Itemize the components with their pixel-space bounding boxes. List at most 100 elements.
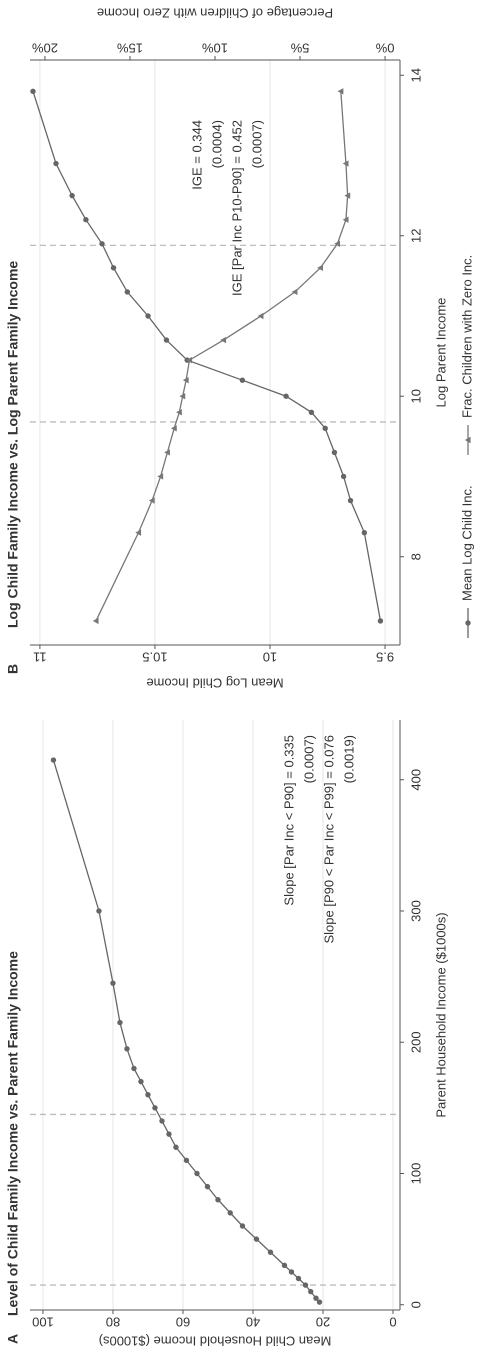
y-tick-label: 20 bbox=[316, 1315, 330, 1330]
circle-marker bbox=[145, 1092, 151, 1098]
triangle-marker bbox=[334, 240, 340, 247]
circle-marker bbox=[347, 497, 354, 504]
series-line bbox=[95, 91, 349, 622]
x-tick-label: 300 bbox=[408, 900, 423, 922]
y-tick-label: 60 bbox=[176, 1315, 190, 1330]
x-tick-label: 12 bbox=[408, 229, 423, 243]
circle-marker bbox=[239, 377, 246, 383]
triangle-marker bbox=[170, 425, 177, 432]
triangle-marker bbox=[317, 264, 323, 272]
circle-marker bbox=[124, 1046, 130, 1052]
y2-tick-label: 20% bbox=[32, 41, 58, 56]
circle-marker bbox=[361, 529, 368, 536]
annotation: IGE [Par Inc P10-P90] = 0.452 bbox=[229, 120, 244, 296]
y-tick-label: 11 bbox=[33, 650, 47, 665]
circle-marker bbox=[308, 409, 315, 415]
triangle-marker bbox=[220, 336, 227, 344]
triangle-marker bbox=[92, 617, 99, 625]
circle-marker bbox=[465, 620, 471, 626]
y2-axis-title: Percentage of Children with Zero Income bbox=[97, 6, 333, 21]
circle-marker bbox=[159, 1118, 165, 1124]
x-tick-label: 14 bbox=[408, 68, 423, 82]
y-axis-title: Mean Log Child Income bbox=[146, 676, 283, 691]
y-tick-label: 100 bbox=[32, 1315, 54, 1330]
circle-marker bbox=[96, 908, 102, 914]
annotation: (0.0019) bbox=[341, 735, 356, 783]
x-tick-label: 0 bbox=[408, 1301, 423, 1308]
circle-marker bbox=[204, 1183, 211, 1190]
circle-marker bbox=[308, 1288, 314, 1295]
circle-marker bbox=[152, 1105, 158, 1111]
triangle-marker bbox=[148, 497, 155, 504]
circle-marker bbox=[288, 1269, 295, 1275]
rotated-figure: 0 20 40 60 80 100 0 100 200 300 400 A Level of Child… bbox=[5, 6, 475, 1349]
annotation: Slope [P90 < Par Inc < P99] = 0.076 bbox=[321, 735, 336, 944]
circle-marker bbox=[281, 1262, 288, 1269]
circle-marker bbox=[313, 1295, 319, 1301]
annotation: (0.0004) bbox=[209, 120, 224, 168]
x-tick-label: 400 bbox=[408, 769, 423, 791]
series-line bbox=[32, 91, 382, 622]
circle-marker bbox=[117, 1019, 123, 1026]
x-axis-title: Log Parent Income bbox=[433, 298, 448, 408]
circle-marker bbox=[295, 1275, 302, 1282]
y-tick-label: 9.5 bbox=[376, 650, 394, 665]
circle-marker bbox=[340, 473, 347, 480]
x-axis-title: Parent Household Income ($1000s) bbox=[433, 912, 448, 1117]
triangle-marker bbox=[464, 436, 471, 444]
annotation: (0.0007) bbox=[301, 735, 316, 783]
circle-marker bbox=[53, 160, 59, 167]
triangle-marker bbox=[186, 356, 193, 364]
circle-marker bbox=[110, 265, 117, 271]
circle-marker bbox=[173, 1144, 179, 1150]
triangle-marker bbox=[257, 312, 264, 320]
x-tick-label: 200 bbox=[408, 1031, 423, 1053]
y2-tick-label: 0% bbox=[375, 41, 394, 56]
triangle-marker bbox=[342, 216, 349, 223]
circle-marker bbox=[138, 1078, 144, 1085]
legend-label: Frac. Children with Zero Inc. bbox=[459, 255, 474, 418]
circle-marker bbox=[30, 88, 36, 94]
circle-marker bbox=[163, 337, 170, 343]
circle-marker bbox=[377, 618, 384, 624]
y2-tick-label: 15% bbox=[117, 41, 143, 56]
circle-marker bbox=[331, 449, 338, 456]
y2-tick-label: 5% bbox=[290, 41, 309, 56]
x-tick-label: 100 bbox=[408, 1163, 423, 1185]
circle-marker bbox=[283, 393, 289, 399]
circle-marker bbox=[253, 1236, 260, 1242]
y-tick-label: 80 bbox=[106, 1315, 120, 1330]
triangle-marker bbox=[337, 88, 344, 95]
series-line bbox=[52, 759, 320, 1303]
chart-title: Log Child Family Income vs. Log Parent F… bbox=[5, 261, 21, 628]
circle-marker bbox=[183, 1157, 190, 1164]
y-tick-label: 40 bbox=[246, 1315, 260, 1330]
panel-label: B bbox=[5, 664, 21, 674]
circle-marker bbox=[99, 241, 105, 247]
triangle-marker bbox=[164, 449, 170, 456]
x-tick-label: 8 bbox=[408, 553, 423, 560]
circle-marker bbox=[239, 1223, 246, 1229]
triangle-marker bbox=[157, 473, 164, 480]
circle-marker bbox=[131, 1065, 137, 1072]
circle-marker bbox=[166, 1131, 172, 1137]
triangle-marker bbox=[179, 393, 186, 400]
y2-tick-label: 10% bbox=[202, 41, 228, 56]
triangle-marker bbox=[135, 529, 142, 536]
circle-marker bbox=[110, 980, 116, 986]
circle-marker bbox=[69, 192, 75, 199]
annotation: IGE = 0.344 bbox=[189, 120, 204, 190]
triangle-marker bbox=[176, 409, 182, 416]
legend-label: Mean Log Child Inc. bbox=[459, 485, 474, 601]
circle-marker bbox=[302, 1282, 309, 1288]
triangle-marker bbox=[182, 376, 189, 384]
circle-marker bbox=[267, 1249, 274, 1255]
circle-marker bbox=[227, 1210, 233, 1216]
circle-marker bbox=[322, 425, 328, 432]
y-axis-title: Mean Child Household Income ($1000s) bbox=[99, 1334, 332, 1349]
triangle-marker bbox=[344, 192, 351, 199]
chart-title: Level of Child Family Income vs. Parent … bbox=[5, 951, 21, 1316]
y-tick-label: 10.5 bbox=[142, 650, 167, 665]
circle-marker bbox=[215, 1197, 221, 1203]
